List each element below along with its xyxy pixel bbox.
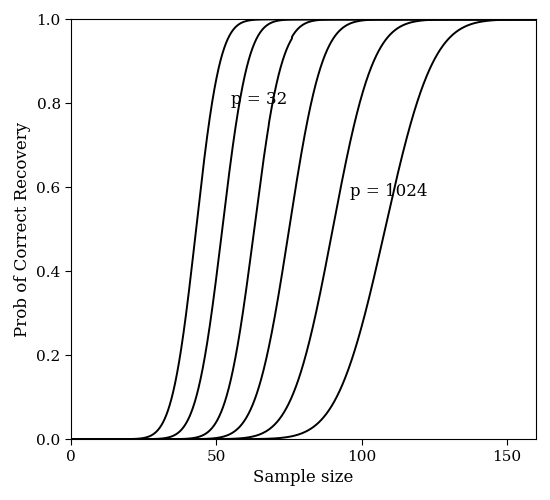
Text: p = 32: p = 32 [231, 90, 287, 108]
X-axis label: Sample size: Sample size [254, 469, 354, 486]
Text: p = 1024: p = 1024 [350, 183, 427, 200]
Y-axis label: Prob of Correct Recovery: Prob of Correct Recovery [14, 122, 31, 337]
